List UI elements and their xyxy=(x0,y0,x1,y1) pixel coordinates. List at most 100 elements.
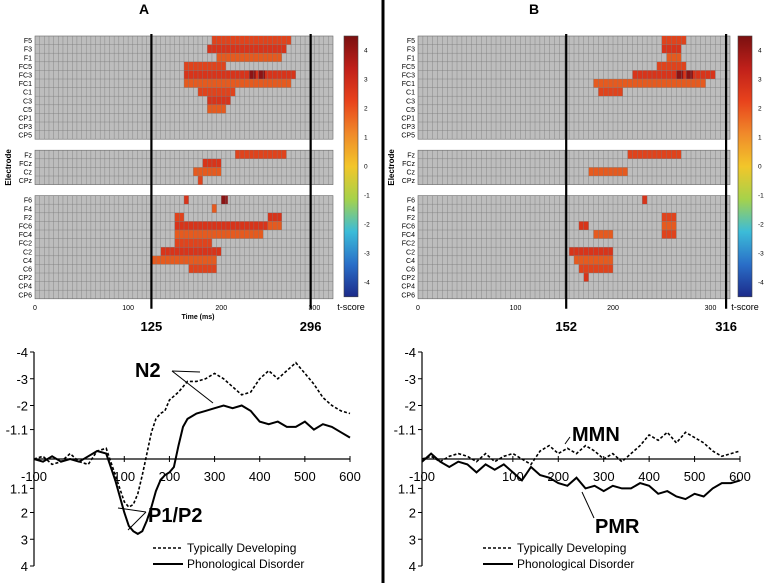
y-tick-label: -3 xyxy=(16,372,28,387)
significant-cells xyxy=(661,230,677,239)
peak-cell xyxy=(221,195,228,205)
electrode-label: CP4 xyxy=(401,284,415,291)
colorbar-tick: -3 xyxy=(364,250,370,257)
y-tick-label: 2 xyxy=(409,506,416,521)
significant-cells xyxy=(235,150,287,159)
significant-cells xyxy=(184,61,226,71)
colorbar-tick: 1 xyxy=(758,134,762,141)
y-tick-label: -1.1 xyxy=(394,423,416,438)
colorbar-tick: 0 xyxy=(364,163,368,170)
electrode-label: C1 xyxy=(23,90,32,97)
y-tick-label: 1.1 xyxy=(398,481,416,496)
annotation-leader xyxy=(171,370,214,404)
erp-plot-panel-b: -4 -3 -2 -1.1 1.1 2 3 4 -100 100 200 300 400 500 600 MM… xyxy=(394,345,751,574)
electrode-label: FC3 xyxy=(19,73,32,80)
significant-cells xyxy=(632,70,716,79)
significant-cells xyxy=(661,36,687,45)
time-marker-label: 125 xyxy=(141,319,163,334)
electrode-label: FC6 xyxy=(402,224,415,231)
colorbar-tick: -4 xyxy=(758,279,764,286)
x-tick-label: -100 xyxy=(409,469,435,484)
x-tick-label: 100 xyxy=(510,305,522,312)
electrode-label: FC1 xyxy=(402,81,415,88)
electrode-label: CP1 xyxy=(401,116,415,123)
colorbar-tick: 4 xyxy=(758,47,762,54)
legend-label: Phonological Disorder xyxy=(187,557,304,571)
electrode-label: CP5 xyxy=(18,133,32,140)
annotation-label: P1/P2 xyxy=(148,505,202,527)
series-phonological-disorder xyxy=(421,452,741,501)
x-tick-label: 300 xyxy=(593,469,615,484)
legend-label: Typically Developing xyxy=(187,541,296,555)
electrode-label: F2 xyxy=(407,215,415,222)
annotation-label: PMR xyxy=(595,516,640,538)
electrode-label: CP6 xyxy=(18,292,32,299)
annotation-leader xyxy=(171,370,201,373)
electrode-label: F5 xyxy=(407,38,415,45)
colorbar-tick: -3 xyxy=(758,250,764,257)
x-tick-label: 600 xyxy=(729,469,751,484)
electrode-label: C2 xyxy=(406,249,415,256)
electrode-label: F4 xyxy=(407,206,415,213)
x-tick-label: 300 xyxy=(309,305,321,312)
electrode-label: CP4 xyxy=(18,284,32,291)
x-tick-label: 400 xyxy=(249,469,271,484)
electrode-label: F1 xyxy=(24,55,32,62)
erp-plot-panel-a: -4 -3 -2 -1.1 1.1 2 3 4 -100 100 200 300 400 500 600 N2… xyxy=(6,345,361,574)
x-tick-label: 0 xyxy=(33,305,37,312)
electrode-label: C6 xyxy=(23,267,32,274)
colorbar-tick: 3 xyxy=(758,76,762,83)
significant-cells xyxy=(184,195,189,205)
electrode-label: C2 xyxy=(23,249,32,256)
electrode-label: C1 xyxy=(406,90,415,97)
significant-cells xyxy=(207,96,231,105)
x-axis-label: Time (ms) xyxy=(182,314,215,321)
significant-cells xyxy=(642,195,648,205)
colorbar-tick: 2 xyxy=(758,105,762,112)
electrode-label: CP5 xyxy=(401,133,415,140)
significant-cells xyxy=(160,247,222,256)
colorbar-tick: 1 xyxy=(364,134,368,141)
electrode-label: FC5 xyxy=(402,64,415,71)
electrode-label: CP2 xyxy=(401,275,415,282)
y-tick-label: 3 xyxy=(21,532,28,547)
y-tick-label: -4 xyxy=(16,345,28,360)
electrode-label: Fz xyxy=(24,152,32,159)
x-tick-label: 200 xyxy=(159,469,181,484)
colorbar-tick: 2 xyxy=(364,105,368,112)
y-tick-label: -3 xyxy=(404,372,416,387)
significant-cells xyxy=(661,212,677,222)
annotation-leader xyxy=(117,507,147,513)
x-tick-label: -100 xyxy=(21,469,47,484)
electrode-label: CP3 xyxy=(401,124,415,131)
significant-cells xyxy=(583,273,589,282)
colorbar-tick: -1 xyxy=(758,192,764,199)
electrode-label: CP2 xyxy=(18,275,32,282)
significant-cells xyxy=(174,230,264,239)
colorbar-label: t-score xyxy=(731,302,759,312)
x-tick-label: 200 xyxy=(215,305,227,312)
series-typically-developing xyxy=(33,361,351,509)
y-tick-label: -1.1 xyxy=(6,423,28,438)
colorbar-tick: 0 xyxy=(758,163,762,170)
x-tick-label: 200 xyxy=(607,305,619,312)
electrode-label: F3 xyxy=(407,47,415,54)
y-tick-label: -4 xyxy=(404,345,416,360)
colorbar-tick: 4 xyxy=(364,47,368,54)
significant-cells xyxy=(211,36,292,45)
colorbar xyxy=(737,35,753,298)
significant-cells xyxy=(207,44,287,54)
electrode-label: C5 xyxy=(406,107,415,114)
y-tick-label: 4 xyxy=(409,559,416,574)
electrode-label: CP6 xyxy=(401,292,415,299)
time-marker-label: 316 xyxy=(715,319,737,334)
electrode-label: FC6 xyxy=(19,224,32,231)
x-tick-label: 100 xyxy=(122,305,134,312)
electrode-label: F4 xyxy=(24,206,32,213)
electrode-label: C3 xyxy=(406,98,415,105)
electrode-label: F3 xyxy=(24,47,32,54)
significant-cells xyxy=(666,53,682,62)
significant-cells xyxy=(197,176,203,185)
electrode-label: C6 xyxy=(406,267,415,274)
